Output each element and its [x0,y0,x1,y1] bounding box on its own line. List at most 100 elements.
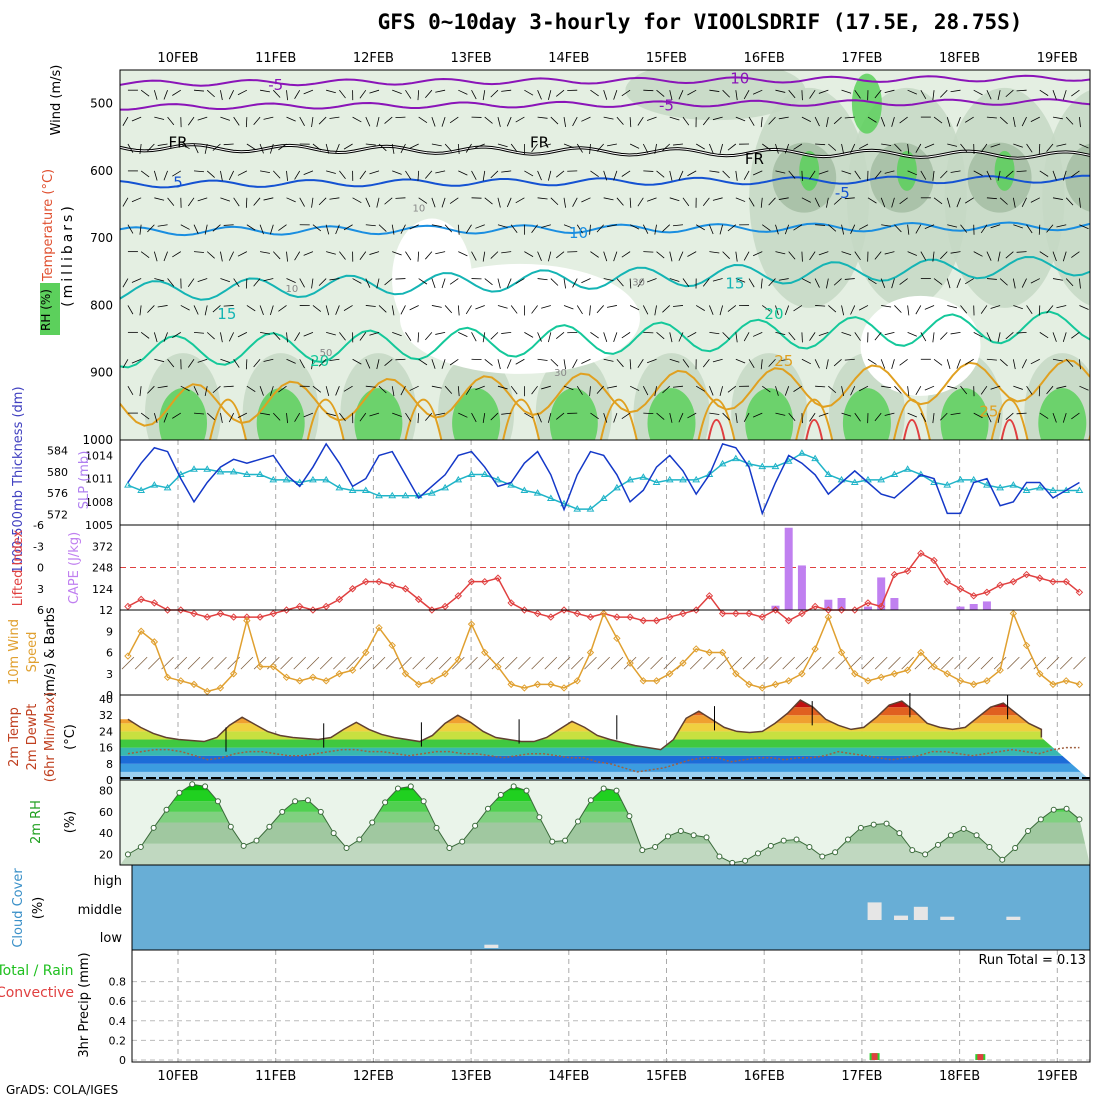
wind-barb [884,412,895,416]
wind-speed-line-point [890,670,899,678]
wind-barb [378,305,387,313]
surface-wind-barb [557,656,571,670]
wind-barb [392,170,402,175]
wind-barb [127,143,134,153]
wind-barb [891,116,895,127]
thickness-tick: 584 [47,445,68,458]
wind-speed-line-point [969,680,978,689]
wind-barb [672,224,684,227]
wind-barb [475,385,485,391]
wind-speed-line-point [388,641,396,650]
thickness-line-point [1022,486,1031,493]
rh-tick: 20 [99,848,113,861]
wind-barb [343,385,353,392]
wind-barb [920,412,927,422]
wind-barb [369,251,380,255]
wind-speed-line-point [520,684,529,692]
wind-barb [193,305,199,315]
lifted-index-line-point [335,595,344,604]
panel-frame-slp [119,439,1091,526]
rh-shade [1092,151,1100,191]
wind-barb [647,358,657,364]
rh-contour-label: 10 [412,203,425,214]
rh-point [819,853,826,860]
surface-wind-barb [1046,656,1060,670]
wind-barb [335,143,340,154]
rh-point [137,843,144,850]
wind-barb [709,251,720,254]
wind-barb [1071,170,1080,178]
wind-barb [286,116,296,122]
wind-axis-label-3: (m/s) & Barbs [43,607,58,697]
wind-barb [960,385,968,395]
lifted-index-line-point [362,577,370,586]
top-date-label: 19FEB [1037,51,1078,66]
surface-wind-barb [689,656,703,670]
lifted-index-line-point [1009,577,1018,586]
wind-barb [1079,305,1089,310]
wind-barb [294,251,301,261]
surface-wind-barb [372,656,386,670]
hot-contour [805,418,824,440]
wind-barb [220,251,223,262]
wind-barb [997,332,1001,343]
wind-barb [828,305,837,313]
wind-barb [1013,385,1023,390]
wind-barb [621,332,631,339]
wind-barb [163,251,168,262]
wind-barb [376,359,380,370]
wind-barb [607,224,617,228]
rh-point [240,842,247,849]
wind-barb [874,251,882,260]
wind-barb [163,90,168,100]
surface-wind-barb [901,656,914,670]
wind-barb [122,359,129,369]
wind-barb [637,197,644,207]
wind-barb [1016,89,1027,92]
wind-barb [669,116,680,121]
wind-barb [497,116,501,127]
wind-barb [719,224,724,235]
wind-barb [801,358,811,365]
wind-barb [556,89,565,97]
wind-barb [1005,89,1014,98]
wind-barb [245,117,248,128]
wind-barb [1026,305,1033,314]
wind-barb [1038,386,1041,397]
wind-barb [299,197,305,207]
wind-barb [590,251,599,258]
wind-barb [940,170,948,179]
wind-speed-line-point [322,677,330,685]
wind-barb [727,224,737,232]
wind-barb [1013,143,1023,148]
wind-barb [384,197,393,205]
wind-barb [867,197,877,204]
lifted-index-line-point [533,609,542,618]
lifted-index-line-point [639,616,648,625]
lifted-index-line-point [718,609,727,618]
lifted-index-line-point [1049,577,1057,586]
slp-tick: 1014 [85,449,113,462]
lifted-index-line-point [177,606,185,614]
wind-barb [669,90,673,101]
wind-barb [841,331,852,336]
wind-barb [1039,170,1049,177]
rh-point [742,857,749,864]
surface-wind-barb [570,656,584,670]
wind-tick: 9 [106,625,113,638]
wind-barb [425,412,433,421]
lifted-index-line-point [494,574,502,582]
wind-barb [223,385,234,388]
surface-wind-barb [465,656,478,670]
wind-barb [642,143,649,154]
wind-barb [874,332,882,341]
wind-barb [147,385,155,394]
wind-barb [603,358,614,362]
wind-barb [932,332,935,343]
wind-barb [418,358,428,366]
wind-barb [326,170,336,174]
wind-barb [444,305,453,314]
wind-barb [907,170,917,176]
wind-barb [365,116,371,127]
wind-speed-line-point [666,670,674,678]
